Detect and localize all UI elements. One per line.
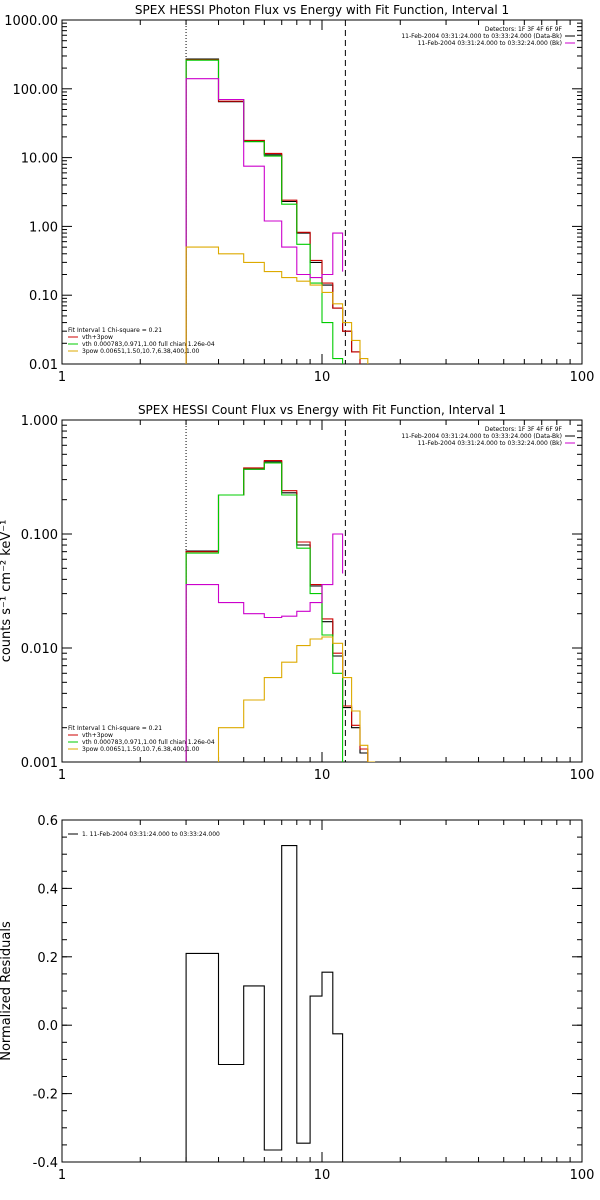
fit-legend-header-2: Fit Interval 1 Chi-square = 0.21 <box>68 725 162 732</box>
legend-entry-2: 11-Feb-2004 03:31:24.000 to 03:32:24.000… <box>418 440 562 447</box>
fit-legend-entry-1: vth 0.000783,0.971,1.00 full chian 1.26e… <box>82 341 215 348</box>
x-tick-label-2: 10 <box>314 768 331 783</box>
fit-legend-entry-2: vth 0.000783,0.971,1.00 full chian 1.26e… <box>82 739 215 746</box>
fit-legend-entry-1: 3pow 0.00651,1.50,10.7,6.38,400,1.00 <box>82 348 200 355</box>
y-tick-label-1: 1.00 <box>29 220 58 235</box>
series-step-line-2-3 <box>185 462 344 762</box>
y-tick-label-2: 0.001 <box>21 756 58 771</box>
series-step-line-1-2 <box>185 59 361 364</box>
legend-header-2: Detectors: 1F 3F 4F 6F 9F <box>485 426 563 433</box>
legend-header-1: Detectors: 1F 3F 4F 6F 9F <box>485 26 563 33</box>
series-step-line-1-4 <box>185 78 344 364</box>
y-tick-label-1: 0.01 <box>29 358 58 373</box>
series-step-line-2-2 <box>185 460 376 762</box>
y-tick-label-3: -0.2 <box>33 1088 58 1103</box>
chart-title-1: SPEX HESSI Photon Flux vs Energy with Fi… <box>135 3 509 17</box>
y-tick-label-2: 1.000 <box>21 414 58 429</box>
series-step-line-3-1 <box>185 845 344 1162</box>
y-tick-label-3: 0.4 <box>37 882 58 897</box>
y-tick-label-3: 0.6 <box>37 814 58 829</box>
y-axis-label-3: Normalized Residuals <box>0 921 14 1061</box>
y-tick-label-3: 0.2 <box>37 951 58 966</box>
legend-entry-3: 1. 11-Feb-2004 03:31:24.000 to 03:33:24.… <box>82 831 220 838</box>
fit-legend-entry-2: 3pow 0.00651,1.50,10.7,6.38,400,1.00 <box>82 746 200 753</box>
y-axis-label-2: counts s⁻¹ cm⁻² keV⁻¹ <box>0 520 14 663</box>
series-step-line-2-5 <box>185 636 376 762</box>
x-tick-label-1: 100 <box>570 370 595 385</box>
x-tick-label-3: 100 <box>570 1168 595 1183</box>
fit-legend-header-1: Fit Interval 1 Chi-square = 0.21 <box>68 327 162 334</box>
y-tick-label-1: 10.00 <box>21 152 58 167</box>
legend-entry-2: 11-Feb-2004 03:31:24.000 to 03:33:24.000… <box>401 433 562 440</box>
series-step-line-1-5 <box>185 246 369 364</box>
x-tick-label-2: 100 <box>570 768 595 783</box>
x-tick-label-1: 1 <box>58 370 66 385</box>
y-tick-label-3: 0.0 <box>37 1019 58 1034</box>
y-tick-label-1: 0.10 <box>29 289 58 304</box>
legend-entry-1: 11-Feb-2004 03:31:24.000 to 03:32:24.000… <box>418 40 562 47</box>
chart-title-2: SPEX HESSI Count Flux vs Energy with Fit… <box>138 403 506 417</box>
fit-legend-entry-2: vth+3pow <box>82 732 113 739</box>
y-tick-label-1: 1000.00 <box>4 14 58 29</box>
fit-legend-entry-1: vth+3pow <box>82 334 113 341</box>
series-step-line-2-1 <box>185 461 376 762</box>
series-step-line-2-4 <box>185 533 344 762</box>
series-step-line-1-1 <box>185 58 361 364</box>
x-tick-label-2: 1 <box>58 768 66 783</box>
legend-entry-1: 11-Feb-2004 03:31:24.000 to 03:33:24.000… <box>401 33 562 40</box>
x-tick-label-3: 10 <box>314 1168 331 1183</box>
x-tick-label-1: 10 <box>314 370 331 385</box>
y-tick-label-1: 100.00 <box>13 83 59 98</box>
x-tick-label-3: 1 <box>58 1168 66 1183</box>
y-tick-label-3: -0.4 <box>33 1156 58 1171</box>
y-tick-label-2: 0.100 <box>21 528 58 543</box>
y-tick-label-2: 0.010 <box>21 642 58 657</box>
